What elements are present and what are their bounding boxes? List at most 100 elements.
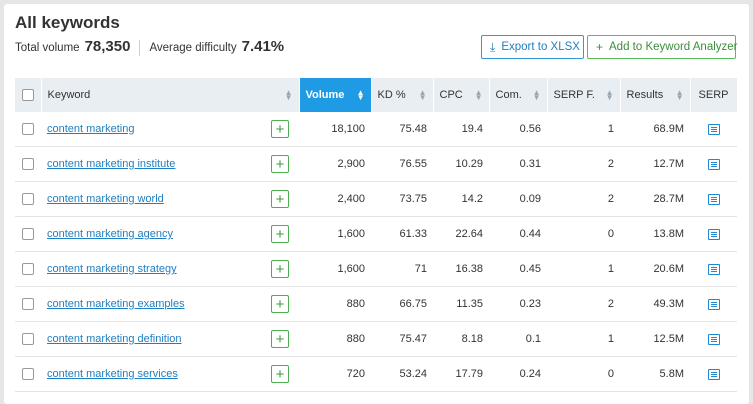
row-checkbox[interactable] (22, 228, 34, 241)
com-cell: 0.44 (489, 216, 548, 252)
volume-cell: 1,600 (299, 216, 372, 252)
keyword-link[interactable]: content marketing services (47, 368, 178, 380)
add-keyword-icon[interactable]: + (271, 190, 289, 208)
add-to-keyword-analyzer-button[interactable]: + Add to Keyword Analyzer (587, 35, 738, 59)
serp-snapshot-icon[interactable] (707, 228, 720, 240)
keyword-link[interactable]: content marketing definition (47, 333, 182, 345)
add-keyword-icon[interactable]: + (271, 120, 289, 138)
results-cell: 20.6M (620, 251, 691, 287)
row-checkbox[interactable] (22, 333, 34, 346)
kd-cell: 73.75 (371, 181, 434, 217)
keyword-link[interactable]: content marketing strategy (47, 263, 177, 275)
table-row: content marketing agency + 1,600 61.33 2… (15, 216, 738, 252)
row-checkbox[interactable] (22, 298, 34, 311)
row-checkbox[interactable] (22, 193, 34, 206)
serp-features-cell: 1 (547, 112, 621, 147)
kd-cell: 71 (371, 251, 434, 287)
cpc-cell: 22.64 (433, 216, 490, 252)
add-keyword-icon[interactable]: + (271, 295, 289, 313)
serp-snapshot-icon[interactable] (707, 193, 720, 205)
com-cell: 0.31 (489, 146, 548, 182)
cpc-cell: 8.18 (433, 321, 490, 357)
total-volume-value: 78,350 (84, 38, 131, 55)
add-label: Add to Keyword Analyzer (609, 41, 738, 53)
sort-icon: ▲ ▼ (418, 88, 427, 102)
sort-icon: ▲ ▼ (284, 88, 293, 102)
row-checkbox[interactable] (22, 158, 34, 171)
table-header-row: Keyword ▲ ▼ Volume ▲ ▼ KD % ▲ ▼ CPC ▲ ▼ Com. ▲ ▼ S… (15, 78, 738, 112)
serp-features-cell: 2 (547, 181, 621, 217)
serp-snapshot-icon[interactable] (707, 158, 720, 170)
total-volume-label: Total volume (15, 42, 80, 54)
table-row: content marketing examples + 880 66.75 1… (15, 286, 738, 322)
cpc-cell: 16.38 (433, 251, 490, 287)
keyword-link[interactable]: content marketing examples (47, 298, 185, 310)
keyword-link[interactable]: content marketing agency (47, 228, 173, 240)
serp-features-cell: 0 (547, 216, 621, 252)
col-kd[interactable]: KD % ▲ ▼ (371, 78, 434, 112)
select-all-cell (15, 78, 42, 112)
add-keyword-icon[interactable]: + (271, 260, 289, 278)
table-row: content marketing definition + 880 75.47… (15, 321, 738, 357)
export-xlsx-button[interactable]: ⤓ Export to XLSX (481, 35, 584, 59)
keyword-link[interactable]: content marketing (47, 123, 135, 135)
row-checkbox[interactable] (22, 263, 34, 276)
keywords-panel: All keywords Total volume 78,350 Average… (4, 4, 749, 404)
page-title: All keywords (15, 13, 120, 32)
com-cell: 0.09 (489, 181, 548, 217)
table-row: content marketing institute + 2,900 76.5… (15, 146, 738, 182)
export-label: Export to XLSX (501, 41, 580, 53)
sort-icon: ▲ ▼ (532, 88, 541, 102)
row-checkbox[interactable] (22, 123, 34, 136)
keyword-link[interactable]: content marketing institute (47, 158, 176, 170)
serp-snapshot-icon[interactable] (707, 123, 720, 135)
kd-cell: 75.47 (371, 321, 434, 357)
volume-cell: 1,600 (299, 251, 372, 287)
col-com[interactable]: Com. ▲ ▼ (489, 78, 548, 112)
keyword-link[interactable]: content marketing world (47, 193, 164, 205)
add-keyword-icon[interactable]: + (271, 330, 289, 348)
col-keyword[interactable]: Keyword ▲ ▼ (41, 78, 300, 112)
com-cell: 0.23 (489, 286, 548, 322)
serp-features-cell: 1 (547, 321, 621, 357)
keywords-table: Keyword ▲ ▼ Volume ▲ ▼ KD % ▲ ▼ CPC ▲ ▼ Com. ▲ ▼ S… (15, 78, 738, 392)
col-results[interactable]: Results ▲ ▼ (620, 78, 691, 112)
serp-features-cell: 0 (547, 356, 621, 392)
results-cell: 68.9M (620, 112, 691, 147)
volume-cell: 720 (299, 356, 372, 392)
com-cell: 0.56 (489, 112, 548, 147)
sort-icon: ▲ ▼ (474, 88, 483, 102)
volume-cell: 2,900 (299, 146, 372, 182)
serp-snapshot-icon[interactable] (707, 298, 720, 310)
col-serp-features[interactable]: SERP F. ▲ ▼ (547, 78, 621, 112)
results-cell: 49.3M (620, 286, 691, 322)
table-row: content marketing strategy + 1,600 71 16… (15, 251, 738, 287)
results-cell: 5.8M (620, 356, 691, 392)
col-cpc[interactable]: CPC ▲ ▼ (433, 78, 490, 112)
serp-features-cell: 2 (547, 146, 621, 182)
col-volume[interactable]: Volume ▲ ▼ (299, 78, 372, 112)
select-all-checkbox[interactable] (21, 89, 34, 102)
avg-difficulty-label: Average difficulty (149, 42, 237, 54)
stats-divider (139, 40, 141, 56)
row-checkbox[interactable] (22, 368, 34, 381)
serp-snapshot-icon[interactable] (707, 333, 720, 345)
add-keyword-icon[interactable]: + (271, 225, 289, 243)
summary-stats: Total volume 78,350 Average difficulty 7… (15, 38, 284, 58)
table-row: content marketing services + 720 53.24 1… (15, 356, 738, 392)
add-keyword-icon[interactable]: + (271, 365, 289, 383)
add-keyword-icon[interactable]: + (271, 155, 289, 173)
cpc-cell: 14.2 (433, 181, 490, 217)
serp-snapshot-icon[interactable] (707, 368, 720, 380)
table-row: content marketing world + 2,400 73.75 14… (15, 181, 738, 217)
table-row: content marketing + 18,100 75.48 19.4 0.… (15, 112, 738, 147)
kd-cell: 66.75 (371, 286, 434, 322)
cpc-cell: 17.79 (433, 356, 490, 392)
kd-cell: 76.55 (371, 146, 434, 182)
results-cell: 12.7M (620, 146, 691, 182)
sort-icon: ▲ ▼ (675, 88, 684, 102)
download-icon: ⤓ (490, 39, 496, 54)
avg-difficulty-value: 7.41% (241, 38, 285, 55)
serp-snapshot-icon[interactable] (707, 263, 720, 275)
cpc-cell: 19.4 (433, 112, 490, 147)
